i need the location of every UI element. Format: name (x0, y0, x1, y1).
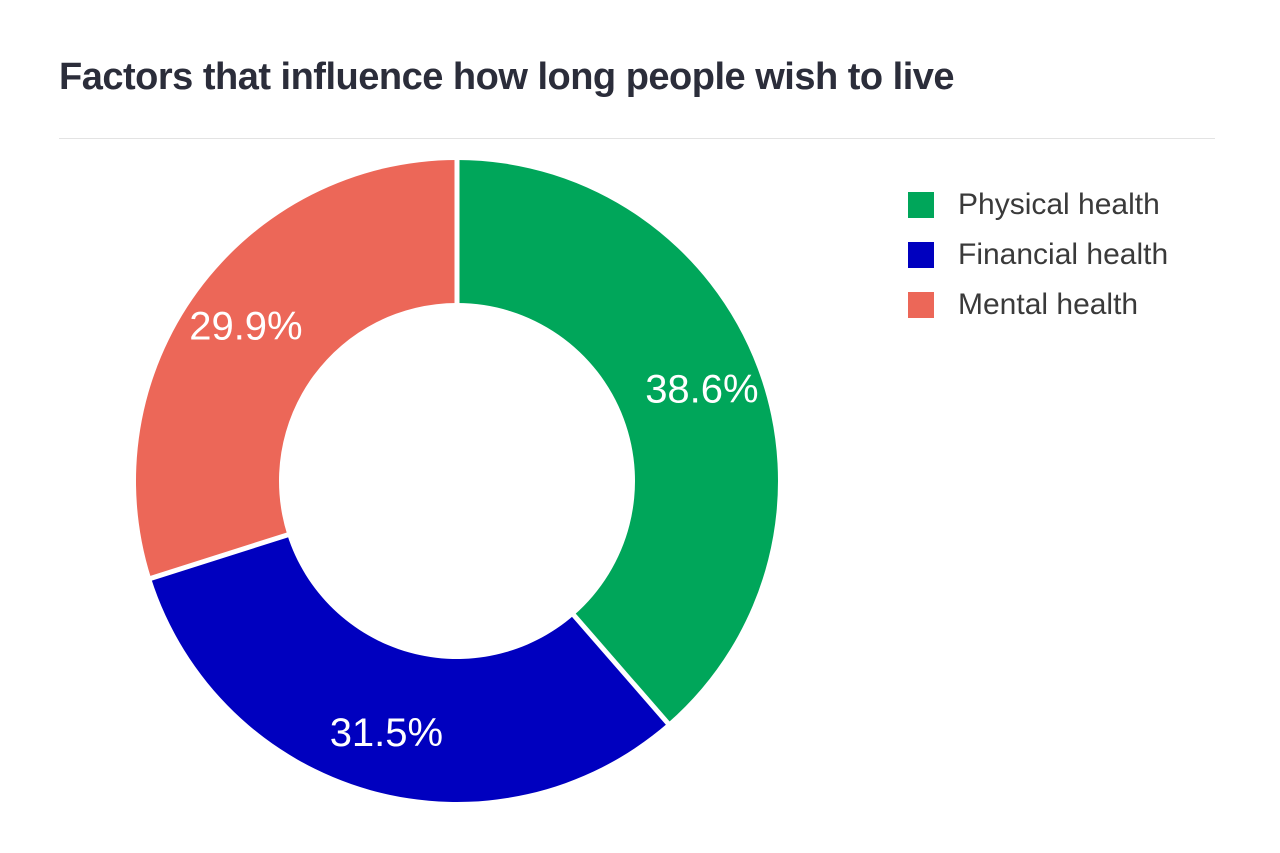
legend-label-financial-health: Financial health (958, 238, 1169, 271)
legend-swatch-financial-health (908, 242, 934, 268)
slice-separators (148, 158, 671, 727)
legend-item-mental-health: Mental health (908, 280, 1168, 330)
legend-item-physical-health: Physical health (908, 180, 1168, 230)
donut-chart: 38.6% 31.5% 29.9% (136, 158, 778, 802)
slice-separator (570, 612, 671, 727)
data-labels: 38.6% 31.5% 29.9% (189, 305, 758, 755)
legend-label-mental-health: Mental health (958, 288, 1139, 321)
data-label-mental-health: 29.9% (189, 305, 302, 349)
legend: Physical health Financial health Mental … (908, 180, 1168, 330)
data-label-financial-health: 31.5% (330, 711, 443, 755)
slice-physical-health (457, 160, 778, 724)
slice-financial-health (151, 534, 668, 802)
chart-title: Factors that influence how long people w… (59, 56, 955, 98)
title-divider (59, 138, 1215, 139)
slice-separator (148, 531, 291, 582)
legend-swatch-mental-health (908, 292, 934, 318)
legend-swatch-physical-health (908, 192, 934, 218)
legend-item-financial-health: Financial health (908, 230, 1168, 280)
donut-slices (136, 160, 778, 802)
slice-mental-health (136, 160, 457, 579)
legend-label-physical-health: Physical health (958, 188, 1160, 221)
data-label-physical-health: 38.6% (645, 367, 758, 411)
